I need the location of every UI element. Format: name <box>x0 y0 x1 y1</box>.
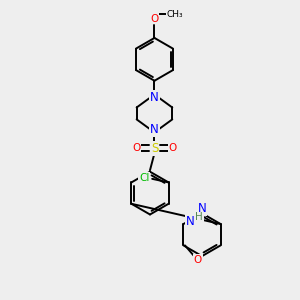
Text: O: O <box>194 255 202 265</box>
Text: N: N <box>186 214 194 227</box>
Text: CH₃: CH₃ <box>167 10 184 19</box>
Text: Cl: Cl <box>139 173 149 183</box>
Text: H: H <box>195 212 203 223</box>
Text: N: N <box>150 123 159 136</box>
Text: N: N <box>150 91 159 103</box>
Text: O: O <box>169 143 177 153</box>
Text: N: N <box>198 202 206 215</box>
Text: S: S <box>151 142 158 155</box>
Text: O: O <box>150 14 159 24</box>
Text: N: N <box>150 91 159 103</box>
Text: O: O <box>132 143 140 153</box>
